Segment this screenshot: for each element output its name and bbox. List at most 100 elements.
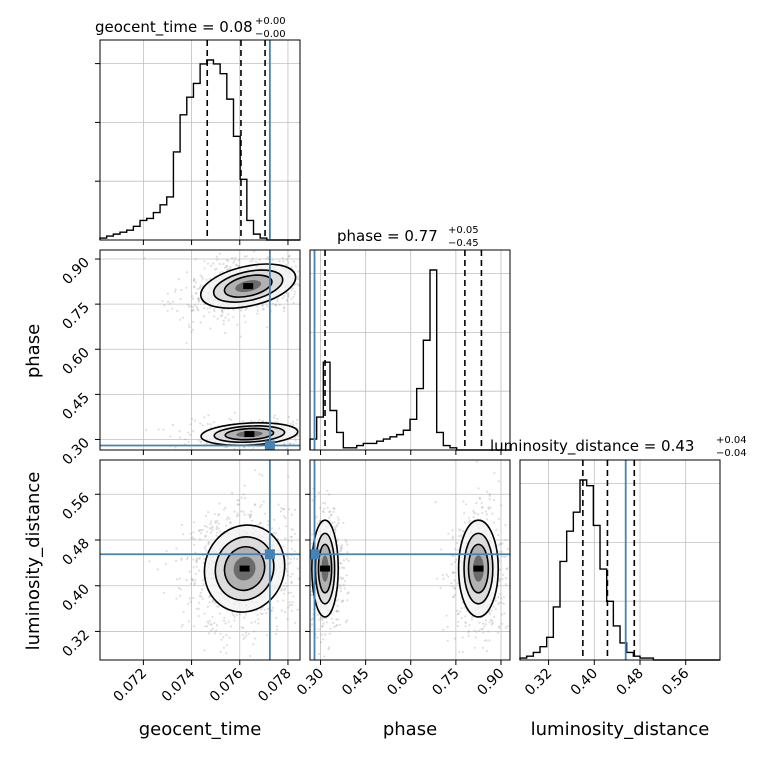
sample-point-phase-luminosity_distance-3	[345, 574, 348, 577]
sample-point-geocent_time-luminosity_distance-2	[273, 518, 276, 522]
sample-point-geocent_time-luminosity_distance-2	[192, 521, 195, 524]
sample-point-geocent_time-luminosity_distance-2	[188, 570, 191, 573]
sample-point-geocent_time-luminosity_distance-2	[216, 531, 219, 534]
sample-point-geocent_time-phase-1	[292, 420, 295, 423]
sample-point-geocent_time-phase-1	[288, 442, 292, 445]
y-tick-label-phase-4: 0.90	[59, 255, 92, 288]
truth-marker-phase-geocent_time	[264, 440, 275, 451]
sample-point-geocent_time-luminosity_distance-2	[281, 599, 285, 602]
sample-point-geocent_time-phase-0	[293, 290, 296, 293]
x-tick-label-luminosity_distance-0: 0.32	[522, 666, 555, 699]
sample-point-geocent_time-luminosity_distance-2	[207, 622, 210, 625]
sample-point-phase-luminosity_distance-3	[336, 618, 339, 621]
sample-point-geocent_time-phase-0	[266, 326, 269, 329]
sample-point-geocent_time-phase-0	[256, 305, 259, 308]
sample-point-phase-luminosity_distance-3	[336, 623, 339, 627]
sample-point-geocent_time-phase-0	[282, 260, 285, 263]
sample-point-geocent_time-luminosity_distance-2	[225, 518, 228, 521]
sample-point-phase-luminosity_distance-3	[342, 583, 345, 586]
sample-point-geocent_time-luminosity_distance-2	[249, 513, 253, 516]
sample-point-geocent_time-luminosity_distance-2	[228, 517, 231, 520]
panel-frame-luminosity_distance-luminosity_distance	[519, 459, 721, 661]
sample-point-geocent_time-phase-0	[196, 306, 199, 309]
sample-point-phase-luminosity_distance-3	[340, 545, 343, 548]
sample-point-phase-luminosity_distance-4	[485, 650, 488, 653]
sample-point-geocent_time-luminosity_distance-2	[263, 608, 266, 611]
sample-point-phase-luminosity_distance-4	[499, 592, 502, 596]
sample-point-phase-luminosity_distance-4	[464, 625, 467, 628]
sample-point-phase-luminosity_distance-3	[336, 523, 339, 527]
sample-point-geocent_time-luminosity_distance-2	[201, 597, 204, 600]
sample-point-geocent_time-luminosity_distance-2	[211, 599, 214, 603]
sample-point-geocent_time-luminosity_distance-2	[226, 516, 229, 519]
sample-point-phase-luminosity_distance-4	[501, 555, 504, 558]
sample-point-geocent_time-phase-0	[193, 279, 196, 282]
sample-point-phase-luminosity_distance-4	[461, 601, 464, 604]
sample-point-phase-luminosity_distance-4	[467, 517, 471, 520]
sample-point-geocent_time-luminosity_distance-2	[213, 621, 216, 625]
sample-point-phase-luminosity_distance-4	[451, 535, 454, 538]
sample-point-geocent_time-luminosity_distance-2	[195, 558, 199, 562]
sample-point-geocent_time-phase-1	[243, 446, 246, 449]
sample-point-geocent_time-phase-0	[225, 258, 228, 262]
sample-point-geocent_time-phase-0	[276, 300, 279, 303]
sample-point-phase-luminosity_distance-3	[311, 533, 314, 536]
sample-point-phase-luminosity_distance-3	[334, 624, 338, 627]
density-peak-phase-luminosity_distance-4	[473, 565, 484, 572]
sample-point-geocent_time-phase-0	[287, 261, 290, 264]
sample-point-phase-luminosity_distance-4	[474, 512, 477, 515]
sample-point-geocent_time-luminosity_distance-2	[279, 510, 282, 513]
sample-point-phase-luminosity_distance-3	[333, 625, 336, 629]
sample-point-geocent_time-phase-1	[162, 428, 165, 431]
sample-point-phase-luminosity_distance-4	[506, 567, 509, 570]
sample-point-phase-luminosity_distance-4	[470, 618, 474, 621]
sample-point-geocent_time-luminosity_distance-2	[203, 524, 207, 528]
sample-point-geocent_time-luminosity_distance-2	[280, 507, 283, 510]
sample-point-phase-luminosity_distance-3	[336, 538, 339, 541]
sample-point-geocent_time-phase-0	[249, 260, 252, 263]
sample-point-geocent_time-phase-1	[199, 422, 202, 425]
sample-point-geocent_time-phase-0	[197, 309, 200, 312]
title-luminosity-distance: luminosity_distance = 0.43 +0.04 −0.04	[490, 435, 747, 459]
sample-point-geocent_time-phase-0	[190, 305, 193, 308]
sample-point-geocent_time-phase-1	[287, 415, 291, 419]
sample-point-phase-luminosity_distance-4	[484, 619, 487, 622]
sample-point-phase-luminosity_distance-4	[491, 619, 494, 623]
sample-point-geocent_time-luminosity_distance-2	[192, 566, 195, 569]
sample-point-geocent_time-luminosity_distance-2	[286, 618, 289, 621]
sample-point-geocent_time-phase-0	[221, 314, 224, 317]
y-tick-label-phase-2: 0.60	[59, 345, 92, 378]
sample-point-geocent_time-luminosity_distance-2	[266, 607, 269, 611]
sample-point-phase-luminosity_distance-4	[497, 544, 500, 547]
sample-point-phase-luminosity_distance-3	[316, 613, 320, 616]
sample-point-geocent_time-luminosity_distance-2	[277, 503, 280, 506]
sample-point-geocent_time-luminosity_distance-2	[225, 644, 228, 647]
title-phase: phase = 0.77 +0.05 −0.45	[337, 225, 479, 249]
sample-point-geocent_time-phase-0	[238, 265, 241, 268]
sample-point-geocent_time-phase-0	[227, 268, 230, 271]
sample-point-geocent_time-luminosity_distance-2	[211, 525, 214, 529]
sample-point-geocent_time-luminosity_distance-2	[215, 525, 219, 529]
sample-point-geocent_time-phase-1	[293, 436, 296, 439]
sample-point-phase-luminosity_distance-4	[463, 512, 466, 515]
sample-point-phase-luminosity_distance-3	[316, 636, 319, 639]
sample-point-geocent_time-phase-0	[168, 302, 171, 305]
sample-point-geocent_time-luminosity_distance-2	[164, 562, 167, 565]
sample-point-geocent_time-phase-1	[233, 411, 236, 414]
sample-point-phase-luminosity_distance-4	[457, 620, 460, 623]
sample-point-geocent_time-luminosity_distance-2	[192, 579, 195, 582]
sample-point-geocent_time-luminosity_distance-2	[225, 633, 228, 637]
sample-point-geocent_time-phase-0	[227, 260, 230, 263]
sample-point-geocent_time-luminosity_distance-2	[206, 605, 209, 608]
sample-point-phase-luminosity_distance-3	[321, 618, 324, 622]
sample-point-geocent_time-luminosity_distance-2	[285, 525, 288, 528]
x-tick-label-geocent_time-2: 0.076	[207, 665, 247, 705]
sample-point-geocent_time-luminosity_distance-2	[192, 558, 195, 561]
sample-point-geocent_time-phase-1	[192, 430, 195, 433]
sample-point-geocent_time-luminosity_distance-2	[296, 608, 299, 611]
sample-point-phase-luminosity_distance-4	[459, 529, 462, 532]
sample-point-geocent_time-luminosity_distance-2	[287, 508, 291, 511]
sample-point-phase-luminosity_distance-3	[337, 518, 340, 522]
sample-point-geocent_time-phase-0	[166, 300, 170, 303]
sample-point-geocent_time-luminosity_distance-2	[178, 577, 181, 580]
